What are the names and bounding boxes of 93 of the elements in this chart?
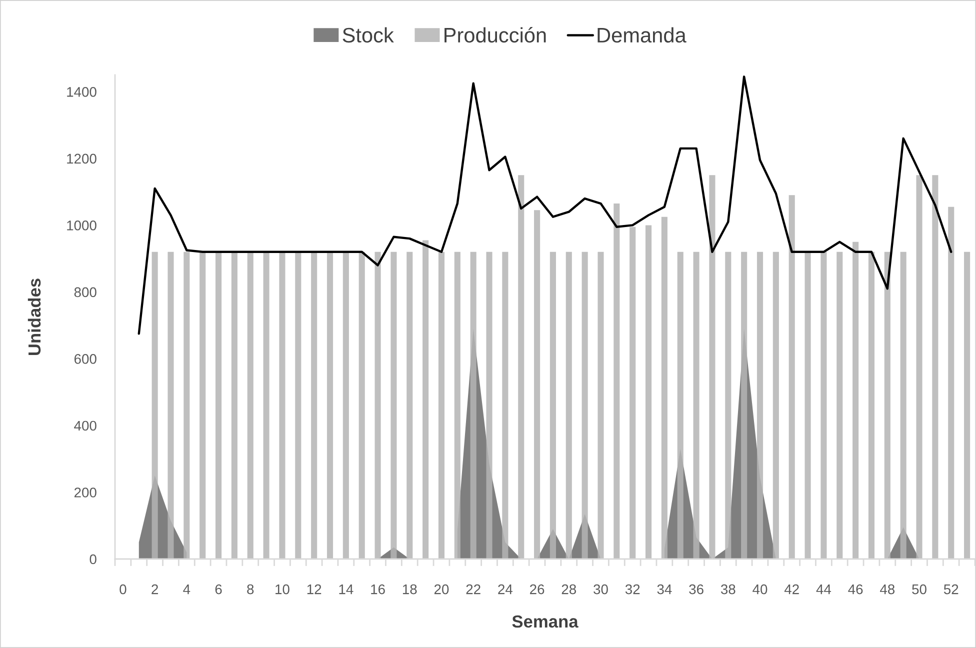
bar: [168, 252, 174, 559]
bar: [390, 252, 397, 559]
bar: [741, 252, 748, 559]
x-tick-label: 14: [339, 584, 354, 594]
x-tick-label: 50: [912, 584, 926, 594]
bar: [852, 242, 859, 559]
x-tick-label: 42: [784, 584, 799, 594]
bar: [725, 252, 732, 559]
bar: [422, 240, 429, 559]
bar: [772, 252, 779, 559]
legend-label: Stock: [342, 27, 394, 43]
bar: [566, 252, 572, 559]
x-tick-label: 12: [307, 584, 322, 594]
x-tick-label: 52: [944, 584, 958, 594]
bar: [486, 252, 492, 559]
x-tick-label: 48: [880, 584, 895, 594]
x-tick-label: 40: [752, 584, 768, 594]
line-series: [138, 76, 952, 335]
bar: [374, 252, 381, 559]
bar: [184, 252, 190, 559]
x-tick-label: 44: [816, 584, 832, 594]
x-tick-label: 8: [247, 584, 254, 594]
y-tick-label: 600: [74, 354, 96, 364]
bar: [661, 216, 668, 559]
y-tick-label: 1200: [67, 154, 96, 164]
bar: [709, 175, 716, 559]
bar: [932, 175, 938, 559]
bar: [311, 252, 318, 559]
x-tick-label: 34: [657, 584, 672, 594]
bar: [582, 252, 588, 559]
y-tick-label: 1000: [67, 220, 96, 230]
x-tick-label: 24: [498, 584, 513, 594]
x-tick-label: 0: [120, 584, 126, 594]
bar: [470, 252, 476, 559]
x-tick-label: 32: [625, 584, 640, 594]
y-tick-label: 800: [74, 287, 96, 298]
bar: [948, 206, 954, 559]
bar: [279, 252, 286, 559]
bar: [200, 252, 206, 559]
bar: [677, 252, 684, 559]
bar: [454, 252, 460, 559]
bar: [788, 195, 795, 559]
bar: [550, 252, 556, 559]
x-tick-label: 46: [848, 584, 863, 594]
x-tick-label: 28: [562, 584, 576, 594]
x-tick-label: 2: [152, 584, 158, 594]
bar: [438, 252, 445, 559]
y-tick-label: 0: [90, 554, 96, 564]
x-tick-label: 16: [371, 584, 385, 594]
bar: [215, 252, 222, 559]
y-axis-title: Unidades: [28, 278, 41, 356]
bar: [756, 252, 764, 559]
y-tick-label: 400: [74, 420, 96, 431]
bar: [693, 252, 700, 559]
bar: [231, 252, 238, 559]
x-tick-label: 38: [720, 584, 736, 594]
bar: [502, 252, 508, 559]
x-tick-label: 18: [402, 584, 417, 594]
bar: [326, 252, 334, 559]
bar: [295, 252, 302, 559]
bar: [820, 252, 827, 559]
bar: [645, 225, 652, 559]
bar: [247, 252, 254, 559]
bar: [406, 252, 413, 559]
x-axis-title: Semana: [512, 615, 578, 628]
x-tick-label: 6: [215, 584, 222, 594]
y-tick-label: 200: [74, 488, 96, 498]
bar: [598, 252, 604, 559]
bar: [263, 252, 270, 559]
bar: [916, 175, 922, 559]
x-tick-label: 26: [530, 584, 544, 594]
bar: [534, 210, 540, 559]
bar: [964, 252, 970, 559]
bar: [152, 252, 158, 559]
x-tick-label: 4: [183, 584, 190, 594]
legend-label: Producción: [444, 27, 546, 43]
bar: [342, 252, 349, 559]
bar: [836, 252, 843, 559]
x-tick-label: 10: [276, 584, 290, 594]
x-tick-label: 22: [466, 584, 480, 594]
bar: [884, 252, 890, 559]
legend-label: Demanda: [598, 27, 686, 43]
bar: [868, 252, 875, 559]
bar: [630, 226, 636, 559]
bar: [518, 175, 524, 559]
bar: [358, 252, 365, 559]
bar: [900, 252, 906, 559]
bar: [804, 252, 811, 559]
x-tick-label: 20: [434, 584, 449, 594]
y-tick-label: 1400: [67, 87, 96, 97]
x-tick-label: 30: [594, 584, 608, 594]
bar: [614, 204, 620, 559]
x-tick-label: 36: [689, 584, 704, 594]
